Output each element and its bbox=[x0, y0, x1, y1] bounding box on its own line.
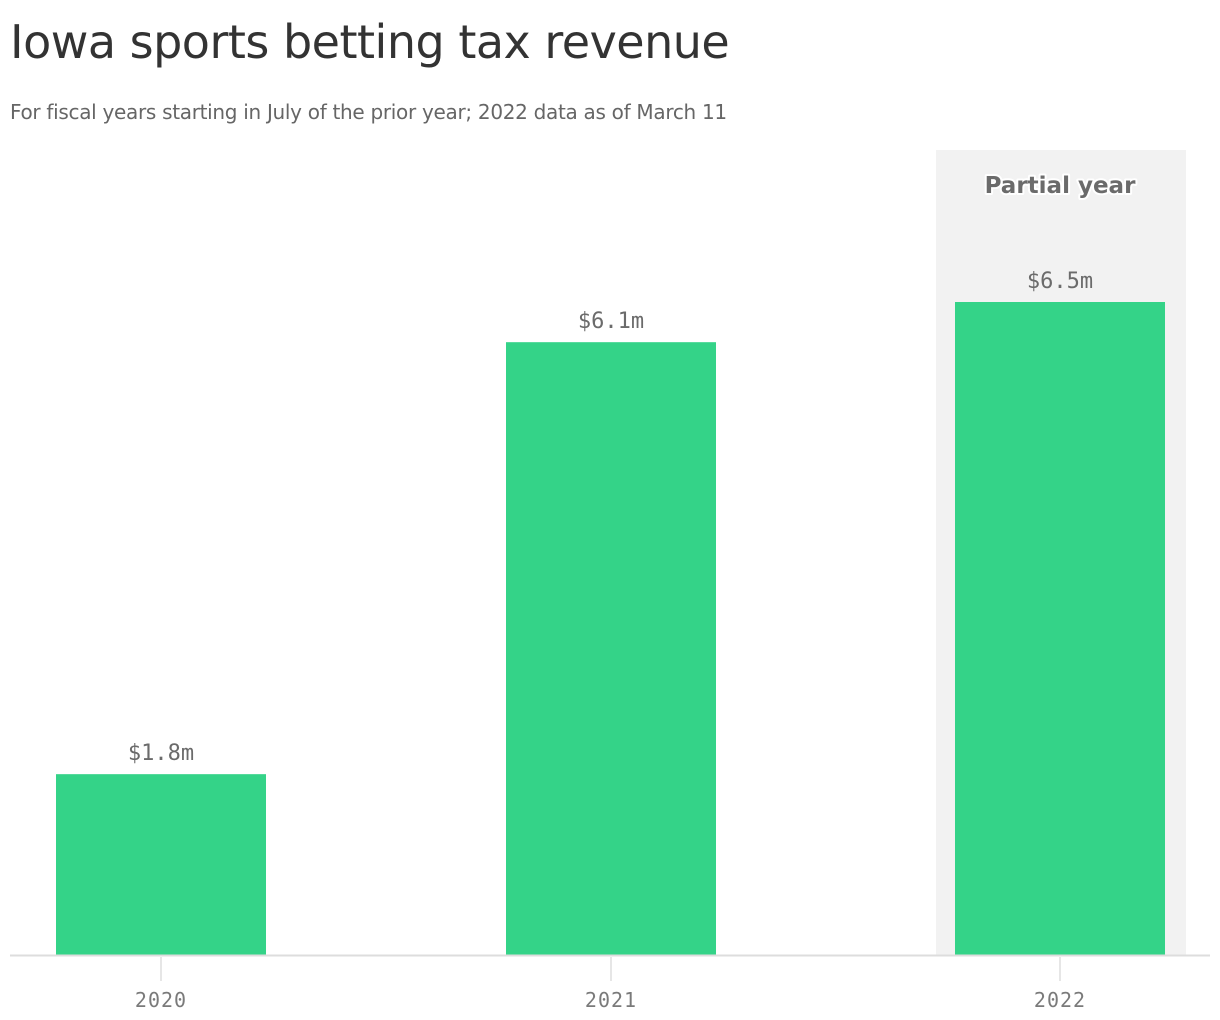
value-label-2022: $6.5m bbox=[1027, 269, 1093, 294]
chart-subtitle: For fiscal years starting in July of the… bbox=[10, 100, 727, 124]
value-label-2021: $6.1m bbox=[578, 309, 644, 334]
x-tick-label-2020: 2020 bbox=[135, 988, 187, 1012]
bar-2022 bbox=[955, 302, 1165, 955]
x-tick-label-2022: 2022 bbox=[1034, 988, 1086, 1012]
bar-2020 bbox=[56, 774, 266, 955]
chart-title: Iowa sports betting tax revenue bbox=[10, 15, 730, 69]
bar-2021 bbox=[506, 342, 716, 956]
value-label-2020: $1.8m bbox=[128, 741, 194, 766]
x-tick-label-2021: 2021 bbox=[585, 988, 637, 1012]
partial-year-label: Partial year bbox=[985, 173, 1137, 199]
